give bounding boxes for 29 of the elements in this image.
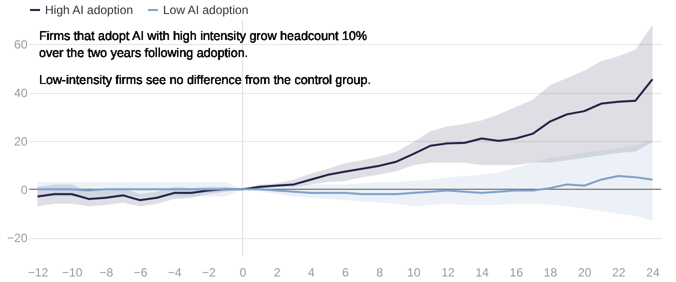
x-tick-label: −8 [100,266,114,280]
x-tick-label: 0 [240,266,247,280]
x-tick-label: 20 [578,266,592,280]
x-tick-label: −4 [168,266,182,280]
x-tick-label: 14 [475,266,490,280]
y-tick-label: 20 [14,134,28,148]
x-tick-label: 6 [342,266,350,280]
x-tick-label: 24 [646,266,660,280]
y-tick-label: −20 [7,231,28,246]
line-series [36,174,654,196]
legend-label: High AI adoption [45,3,134,17]
x-tick-label: −2 [202,266,216,280]
x-tick-label: 4 [308,266,315,280]
y-tick-label: 60 [14,38,28,52]
x-tick-label: −6 [134,266,148,280]
legend-label: Low AI adoption [163,3,248,17]
x-tick-label: 12 [441,266,455,280]
x-tick-label: 8 [376,266,384,280]
x-tick-label: −12 [28,266,49,280]
x-tick-label: 22 [612,266,626,280]
x-tick-label: 16 [510,266,524,280]
annotation: Firms that adopt AI with high intensity grow headcount 10% over the two years following adoption. [39,29,367,60]
y-tick-label: 0 [20,182,28,197]
y-tick-label: 40 [14,86,28,100]
annotation: Low-intensity firms see no difference from the control group. [39,73,371,87]
x-tick-label: 10 [407,266,421,280]
x-tick-label: 2 [274,266,281,280]
x-tick-label: −10 [62,266,83,280]
x-tick-label: 18 [544,266,558,280]
